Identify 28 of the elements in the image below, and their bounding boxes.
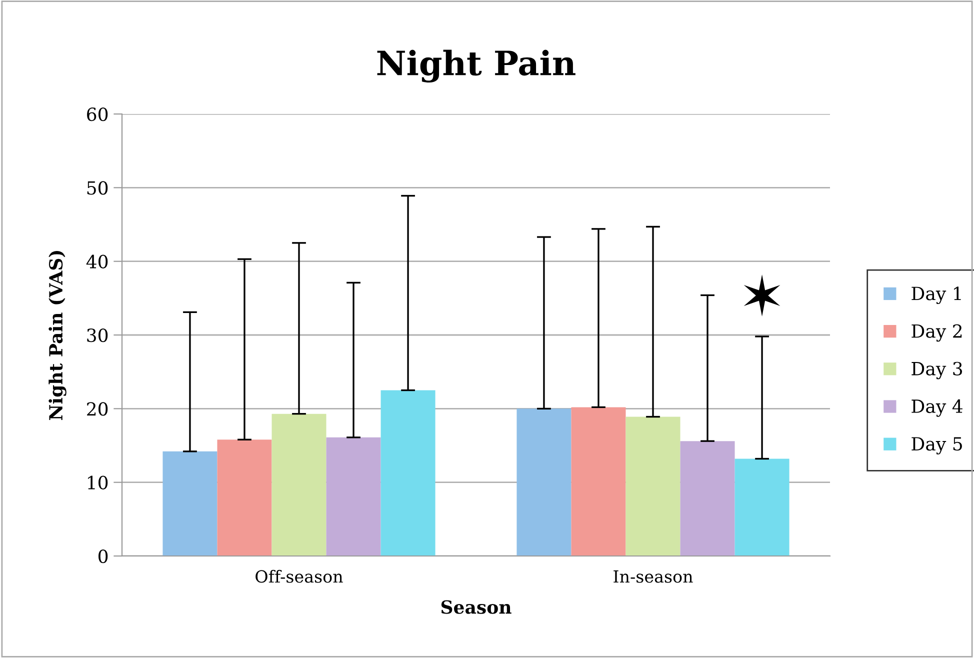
bar [380, 390, 436, 556]
bar [217, 440, 272, 556]
legend-label: Day 1 [912, 286, 961, 304]
bar [516, 408, 572, 556]
legend-label: Day 4 [912, 399, 962, 417]
y-axis-title: Night Pain (VAS) [48, 250, 66, 420]
y-tick-label: 60 [87, 107, 108, 122]
bar [162, 451, 218, 556]
bar [734, 458, 790, 556]
bar [680, 441, 735, 556]
y-tick-label: 10 [88, 476, 108, 490]
y-tick-label: 50 [87, 181, 108, 195]
bar [326, 437, 381, 556]
x-tick-label: In-season [614, 570, 693, 583]
annotation: ✶ [744, 274, 780, 316]
chart-title: Night Pain [377, 50, 576, 83]
y-tick-label: 40 [86, 254, 108, 268]
legend-label: Day 5 [912, 437, 962, 454]
y-tick-label: 0 [98, 549, 108, 564]
x-tick-label: Off-season [256, 570, 343, 583]
bar [272, 414, 326, 556]
bar [571, 407, 626, 556]
legend-label: Day 2 [912, 324, 962, 342]
x-axis-title: Season [441, 600, 512, 614]
y-tick-label: 20 [87, 402, 108, 416]
bar [626, 416, 680, 556]
y-tick-label: 30 [87, 328, 108, 342]
legend-label: Day 3 [912, 362, 962, 380]
